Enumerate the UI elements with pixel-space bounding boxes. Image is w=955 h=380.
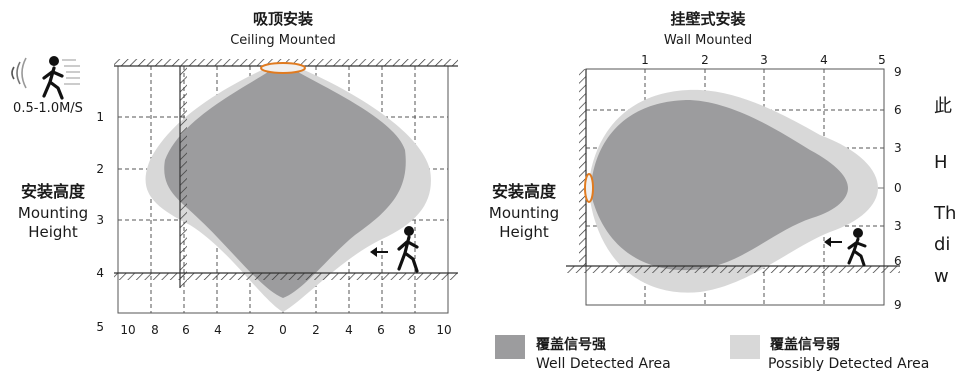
ceiling-xtick: 6	[377, 323, 385, 337]
ceiling-xtick: 2	[312, 323, 320, 337]
wall-right-tick: 0	[894, 181, 902, 195]
wall-right-tick: 3	[894, 219, 902, 233]
wall-hatch	[579, 69, 586, 266]
wall-mounted-diagram: 挂壁式安装 Wall Mounted 1 2 3 4 5	[489, 10, 902, 312]
wall-top-tick: 1	[641, 53, 649, 67]
ceiling-height-label-zh: 安装高度	[21, 182, 86, 201]
wall-right-tick: 9	[894, 298, 902, 312]
wall-height-label-en-1: Mounting	[489, 204, 559, 222]
ceiling-xtick: 6	[182, 323, 190, 337]
legend-strong-en: Well Detected Area	[536, 356, 671, 372]
legend-strong-zh: 覆盖信号强	[536, 336, 606, 353]
ceiling-height-label-en-2: Height	[28, 223, 78, 241]
ceiling-ytick: 1	[96, 110, 104, 124]
ceiling-mounted-diagram: 吸顶安装 Ceiling Mounted	[11, 10, 458, 337]
ceiling-title-zh: 吸顶安装	[253, 10, 314, 28]
ceiling-side-wall	[180, 66, 187, 288]
legend-weak-en: Possibly Detected Area	[768, 356, 929, 372]
wall-height-label-zh: 安装高度	[492, 182, 557, 201]
wall-top-tick: 3	[760, 53, 768, 67]
ceiling-ytick: 5	[96, 320, 104, 334]
motion-speed-icon	[11, 56, 80, 100]
side-text-line: Th	[933, 203, 955, 224]
side-text-line: di	[934, 234, 950, 255]
walking-person-icon	[847, 228, 867, 267]
speed-label: 0.5-1.0M/S	[13, 101, 83, 116]
ceiling-ytick: 3	[96, 213, 104, 227]
wall-title-zh: 挂壁式安装	[670, 10, 746, 28]
legend-weak-zh: 覆盖信号弱	[770, 336, 840, 353]
side-text: 此 H Th di w	[933, 96, 955, 287]
side-text-line: H	[934, 152, 948, 173]
ceiling-floor-hatch	[114, 273, 458, 280]
ceiling-xtick: 0	[279, 323, 287, 337]
wall-right-tick: 6	[894, 103, 902, 117]
wall-right-tick: 9	[894, 65, 902, 79]
wall-floor-hatch	[566, 266, 900, 273]
ceiling-ytick: 4	[96, 266, 104, 280]
legend-strong-swatch	[495, 335, 525, 359]
ceiling-xtick: 8	[408, 323, 416, 337]
arrow-left-icon	[370, 247, 388, 257]
wall-right-tick: 3	[894, 141, 902, 155]
legend: 覆盖信号强 Well Detected Area 覆盖信号弱 Possibly …	[495, 335, 929, 372]
ceiling-xtick: 4	[214, 323, 222, 337]
wall-strong-zone	[592, 100, 848, 271]
ceiling-sensor	[260, 62, 306, 74]
ceiling-title-en: Ceiling Mounted	[230, 33, 336, 48]
ceiling-height-label-en-1: Mounting	[18, 204, 88, 222]
ceiling-xtick: 10	[120, 323, 135, 337]
wall-title-en: Wall Mounted	[664, 33, 752, 48]
wall-height-label-en-2: Height	[499, 223, 549, 241]
side-text-line: 此	[934, 96, 952, 117]
wall-sensor	[584, 173, 594, 203]
side-text-line: w	[934, 266, 949, 287]
walking-person-icon	[397, 226, 419, 273]
arrow-left-icon	[824, 237, 842, 247]
wall-top-tick: 5	[878, 53, 886, 67]
ceiling-xtick: 10	[436, 323, 451, 337]
ceiling-xtick: 8	[151, 323, 159, 337]
wall-top-tick: 2	[701, 53, 709, 67]
legend-weak-swatch	[730, 335, 760, 359]
ceiling-xtick: 2	[247, 323, 255, 337]
ceiling-strong-zone	[164, 72, 406, 298]
wall-right-tick: 6	[894, 254, 902, 268]
ceiling-ytick: 2	[96, 162, 104, 176]
ceiling-xtick: 4	[345, 323, 353, 337]
wall-top-tick: 4	[820, 53, 828, 67]
